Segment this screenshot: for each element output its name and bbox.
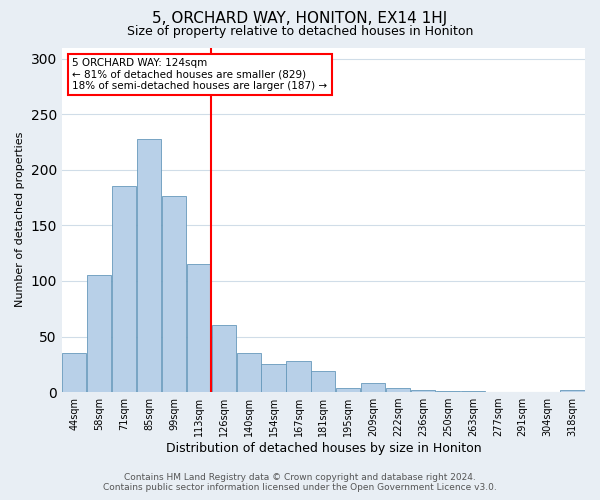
Bar [236,353,261,392]
Bar [286,361,311,392]
Text: Size of property relative to detached houses in Honiton: Size of property relative to detached ho… [127,25,473,38]
Bar [112,186,136,392]
Bar [336,388,361,392]
Y-axis label: Number of detached properties: Number of detached properties [15,132,25,308]
Bar [212,326,236,392]
Bar [461,391,485,392]
Text: 5 ORCHARD WAY: 124sqm
← 81% of detached houses are smaller (829)
18% of semi-det: 5 ORCHARD WAY: 124sqm ← 81% of detached … [72,58,328,91]
Text: 5, ORCHARD WAY, HONITON, EX14 1HJ: 5, ORCHARD WAY, HONITON, EX14 1HJ [152,12,448,26]
Bar [187,264,211,392]
Bar [262,364,286,392]
Bar [361,383,385,392]
Bar [62,353,86,392]
Bar [87,276,111,392]
Bar [411,390,435,392]
Bar [436,391,460,392]
Bar [162,196,186,392]
Bar [311,371,335,392]
X-axis label: Distribution of detached houses by size in Honiton: Distribution of detached houses by size … [166,442,481,455]
Bar [137,138,161,392]
Bar [386,388,410,392]
Text: Contains HM Land Registry data © Crown copyright and database right 2024.
Contai: Contains HM Land Registry data © Crown c… [103,473,497,492]
Bar [560,390,584,392]
